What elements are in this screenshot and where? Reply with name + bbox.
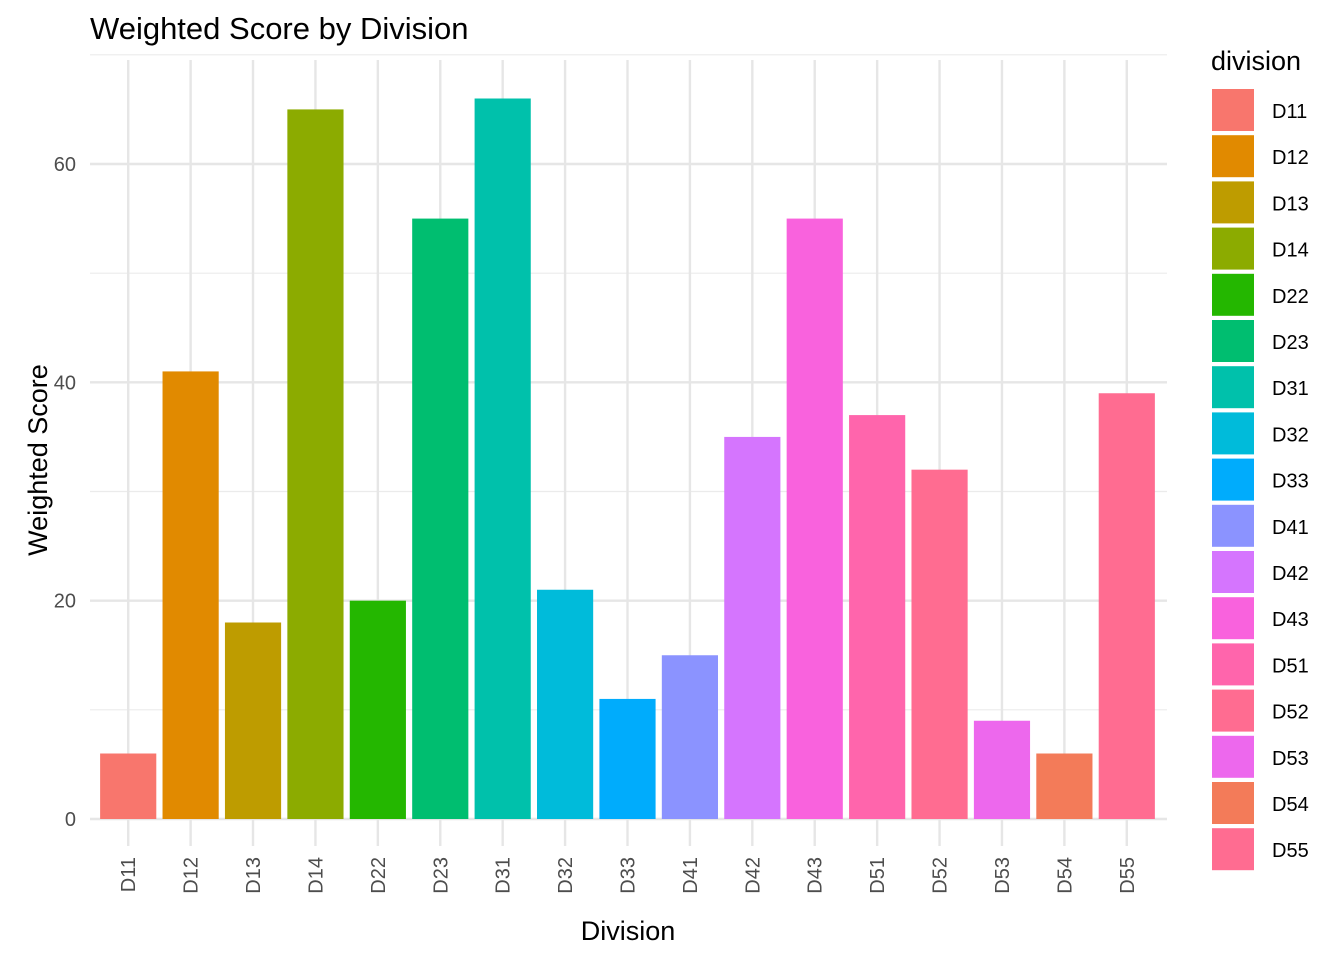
bar-d22 [349, 600, 406, 819]
legend-label: D23 [1272, 332, 1309, 354]
legend-label: D11 [1272, 101, 1307, 123]
bar-d11 [100, 753, 157, 819]
legend-label: D33 [1272, 471, 1309, 493]
x-axis-title: Division [581, 916, 676, 946]
bars [100, 98, 1155, 820]
bar-d12 [162, 371, 219, 819]
y-tick-label: 40 [54, 372, 76, 394]
legend-label: D22 [1272, 286, 1309, 308]
x-tick-label: D14 [305, 857, 327, 894]
x-tick-label: D43 [805, 857, 827, 894]
x-tick-label: D13 [243, 857, 265, 894]
bar-d42 [724, 436, 781, 819]
x-tick-label: D52 [930, 857, 952, 894]
x-tick-label: D41 [680, 857, 702, 894]
y-tick-label: 0 [65, 809, 76, 831]
legend: D11 D12 D13 D14 D22 D23 D31 D32 D33 D41 D42 D43 D51 D… [1212, 89, 1309, 871]
bar-d52 [911, 469, 968, 819]
y-tick-label: 20 [54, 591, 76, 613]
x-tick-label: D53 [992, 857, 1014, 894]
legend-title: division [1211, 46, 1301, 76]
legend-key-d23 [1212, 320, 1254, 362]
legend-key-d54 [1212, 782, 1254, 824]
x-tick-label: D32 [555, 857, 577, 894]
legend-key-d32 [1212, 412, 1254, 455]
x-tick-label: D22 [368, 857, 390, 894]
legend-key-d53 [1212, 735, 1254, 778]
bar-d32 [537, 589, 594, 819]
legend-label: D12 [1272, 147, 1309, 169]
x-tick-label: D51 [867, 857, 889, 894]
x-tick-label: D23 [430, 857, 452, 894]
axes: 0 20 40 60 D11 D12 D13 D14 D22 D23 D31 D32 D33 D41 D42… [54, 154, 1139, 894]
legend-label: D42 [1272, 563, 1309, 585]
legend-key-d43 [1212, 597, 1254, 640]
legend-label: D32 [1272, 424, 1309, 446]
y-axis-title: Weighted Score [23, 364, 53, 556]
bar-d14 [287, 109, 344, 819]
legend-key-d55 [1212, 828, 1254, 871]
bar-d23 [412, 218, 469, 820]
legend-key-d52 [1212, 689, 1254, 732]
legend-key-d12 [1212, 135, 1254, 178]
bar-d33 [599, 698, 656, 819]
legend-key-d13 [1212, 181, 1254, 224]
legend-key-d31 [1212, 366, 1254, 409]
legend-label: D13 [1272, 193, 1309, 215]
bar-d51 [849, 415, 906, 819]
bar-d41 [661, 655, 718, 819]
chart-title: Weighted Score by Division [90, 11, 469, 46]
legend-key-d14 [1212, 227, 1254, 270]
legend-label: D51 [1272, 655, 1309, 677]
legend-label: D43 [1272, 609, 1309, 631]
legend-key-d51 [1212, 643, 1254, 686]
bar-d31 [474, 98, 531, 819]
legend-label: D41 [1272, 517, 1309, 539]
x-tick-label: D12 [181, 857, 203, 894]
bar-d54 [1036, 753, 1093, 819]
legend-key-d41 [1212, 504, 1254, 547]
legend-label: D54 [1272, 794, 1309, 816]
x-tick-label: D55 [1117, 857, 1139, 894]
legend-key-d33 [1212, 458, 1254, 501]
legend-key-d11 [1212, 89, 1254, 131]
bar-d43 [786, 218, 843, 820]
bar-d13 [224, 622, 282, 819]
legend-label: D31 [1272, 378, 1309, 400]
bar-d53 [973, 720, 1031, 819]
legend-label: D52 [1272, 702, 1309, 724]
legend-key-d42 [1212, 551, 1254, 593]
legend-label: D53 [1272, 748, 1309, 770]
x-tick-label: D11 [118, 857, 140, 892]
x-tick-label: D54 [1054, 857, 1076, 894]
x-tick-label: D42 [742, 857, 764, 894]
y-tick-label: 60 [54, 154, 76, 176]
x-tick-label: D31 [493, 857, 515, 894]
legend-key-d22 [1212, 273, 1254, 316]
legend-label: D14 [1272, 240, 1309, 262]
x-tick-label: D33 [618, 857, 640, 894]
legend-label: D55 [1272, 840, 1309, 862]
bar-d55 [1098, 393, 1155, 819]
